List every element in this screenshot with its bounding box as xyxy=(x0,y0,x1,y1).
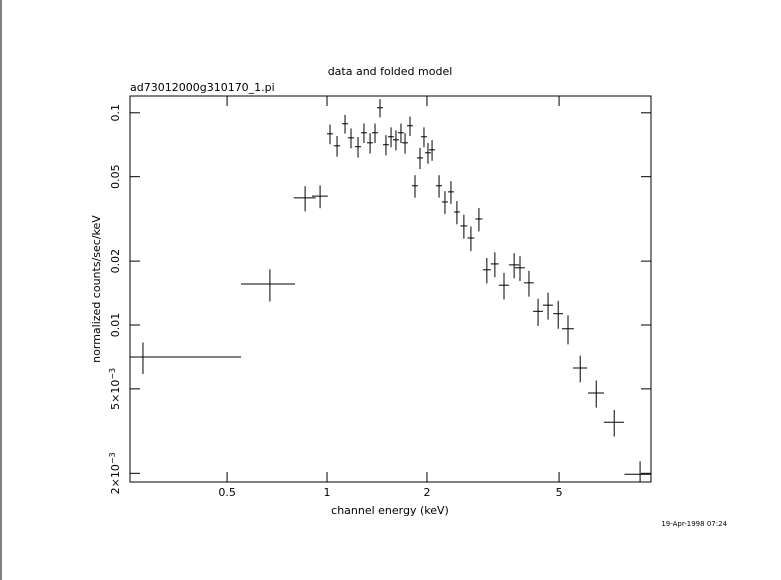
chart-subtitle: ad73012000g310170_1.pi xyxy=(130,81,275,94)
y-tick-label: 2×10−3 xyxy=(108,452,123,494)
y-tick-label: 0.05 xyxy=(109,164,122,189)
y-tick-label: 0.1 xyxy=(109,104,122,122)
chart-title: data and folded model xyxy=(328,65,453,78)
x-tick-label: 0.5 xyxy=(218,486,236,499)
x-tick-label: 2 xyxy=(423,486,430,499)
x-axis-label: channel energy (keV) xyxy=(331,504,449,517)
y-tick-label: 0.01 xyxy=(109,313,122,338)
y-axis-label: normalized counts/sec/keV xyxy=(90,215,103,363)
plot-frame xyxy=(129,95,652,483)
points xyxy=(130,99,651,482)
y-tick-label: 0.02 xyxy=(109,249,122,274)
x-tick-label: 1 xyxy=(324,486,331,499)
x-tick-label: 5 xyxy=(556,486,563,499)
y-tick-label: 5×10−3 xyxy=(108,368,123,410)
timestamp: 19-Apr-1998 07:24 xyxy=(661,520,727,528)
